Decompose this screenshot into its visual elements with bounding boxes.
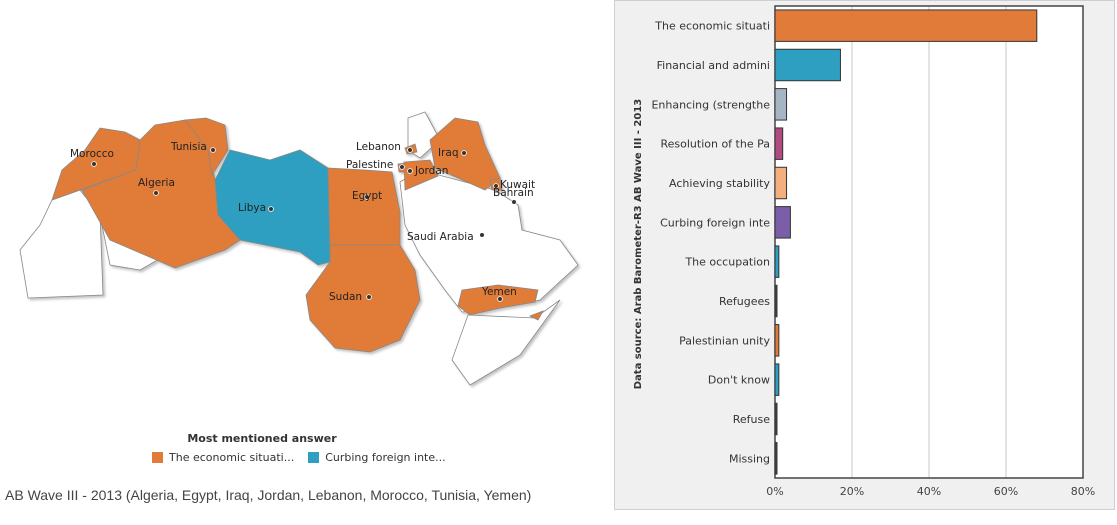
map-marker-dot xyxy=(268,206,274,212)
map-country-label: Bahrain xyxy=(493,187,534,199)
map-country-label: Jordan xyxy=(414,165,448,177)
x-tick-label: 20% xyxy=(840,485,864,498)
map-marker-dot xyxy=(497,296,503,302)
map-country[interactable] xyxy=(327,167,401,246)
category-label: Curbing foreign inte xyxy=(660,216,770,229)
category-label: Resolution of the Pa xyxy=(660,138,770,151)
map-country-label: Iraq xyxy=(438,147,459,159)
map-marker-dot xyxy=(366,294,372,300)
x-tick-label: 60% xyxy=(994,485,1018,498)
bar[interactable] xyxy=(774,363,780,396)
legend-label: Curbing foreign inte... xyxy=(325,451,446,464)
bar[interactable] xyxy=(774,127,784,160)
bar[interactable] xyxy=(774,324,780,357)
map-marker-dot xyxy=(153,190,159,196)
legend-swatch xyxy=(152,452,163,463)
legend-item-curbing[interactable]: Curbing foreign inte... xyxy=(308,451,446,464)
map-country-label: Morocco xyxy=(70,148,114,160)
legend-item-economic[interactable]: The economic situati... xyxy=(152,451,294,464)
survey-caption: AB Wave III - 2013 (Algeria, Egypt, Iraq… xyxy=(5,487,532,503)
bar[interactable] xyxy=(774,206,791,239)
bar-chart: 0% 20% 40% 60% 80% The economic situati Financ… xyxy=(633,5,1095,498)
map-marker-dot xyxy=(511,199,517,205)
bar[interactable] xyxy=(774,284,778,318)
map-country-label: Libya xyxy=(238,202,266,214)
category-label: Achieving stability xyxy=(669,177,770,190)
category-label: Missing xyxy=(729,452,770,465)
map-marker-dot xyxy=(364,194,370,200)
map-country-label: Egypt xyxy=(352,190,382,202)
map-marker-dot xyxy=(407,168,413,174)
map-marker-dot xyxy=(493,183,499,189)
map-region-socotra xyxy=(529,310,544,321)
category-label: Financial and admini xyxy=(657,59,770,72)
map-marker-dot xyxy=(461,150,467,156)
map-country-label: Palestine xyxy=(346,159,393,171)
map-country-label: Lebanon xyxy=(356,141,401,153)
map-marker-dot xyxy=(91,161,97,167)
x-tick-label: 80% xyxy=(1071,485,1095,498)
map-country-label: Saudi Arabia xyxy=(407,231,474,243)
map-country-label: Tunisia xyxy=(170,141,207,153)
map-legend: Most mentioned answer The economic situa… xyxy=(152,432,452,464)
map-country[interactable] xyxy=(184,117,229,177)
x-tick-label: 40% xyxy=(917,485,941,498)
map-marker-dot xyxy=(407,147,413,153)
legend-swatch xyxy=(308,452,320,463)
bar-chart-panel: 0% 20% 40% 60% 80% The economic situati Financ… xyxy=(614,0,1115,510)
map-marker-dot xyxy=(479,232,485,238)
bar[interactable] xyxy=(774,9,1038,42)
plot-border xyxy=(774,5,1084,479)
map-panel: Morocco Algeria Tunisia Libya Egypt Sudan Leba… xyxy=(5,111,579,503)
bar[interactable] xyxy=(774,88,788,121)
map-country[interactable] xyxy=(305,244,421,353)
map-country-label: Kuwait xyxy=(500,179,535,191)
map-region-western-sahara xyxy=(19,189,104,299)
y-axis-title: Data source: Arab Barometer-R3 AB Wave I… xyxy=(633,99,644,390)
bar[interactable] xyxy=(774,48,841,82)
category-label: Refuse xyxy=(733,413,770,426)
map-country-label: Sudan xyxy=(329,291,362,303)
bar[interactable] xyxy=(774,402,778,436)
bar[interactable] xyxy=(774,442,778,475)
category-label: Refugees xyxy=(719,295,770,308)
category-label: Palestinian unity xyxy=(679,334,770,347)
arab-world-map: Morocco Algeria Tunisia Libya Egypt Sudan Leba… xyxy=(19,111,579,386)
legend-label: The economic situati... xyxy=(169,451,295,464)
category-label: The occupation xyxy=(684,256,770,269)
legend-title: Most mentioned answer xyxy=(187,432,337,445)
bar[interactable] xyxy=(774,245,780,278)
category-label: The economic situati xyxy=(654,20,770,33)
category-label: Don't know xyxy=(708,374,770,387)
map-marker-dot xyxy=(399,164,405,170)
map-country-label: Algeria xyxy=(138,177,175,189)
bar[interactable] xyxy=(774,166,788,200)
x-tick-label: 0% xyxy=(766,485,783,498)
category-label: Enhancing (strengthe xyxy=(651,98,770,111)
map-marker-dot xyxy=(210,147,216,153)
map-country[interactable] xyxy=(403,159,439,191)
map-country-label: Yemen xyxy=(481,286,517,298)
